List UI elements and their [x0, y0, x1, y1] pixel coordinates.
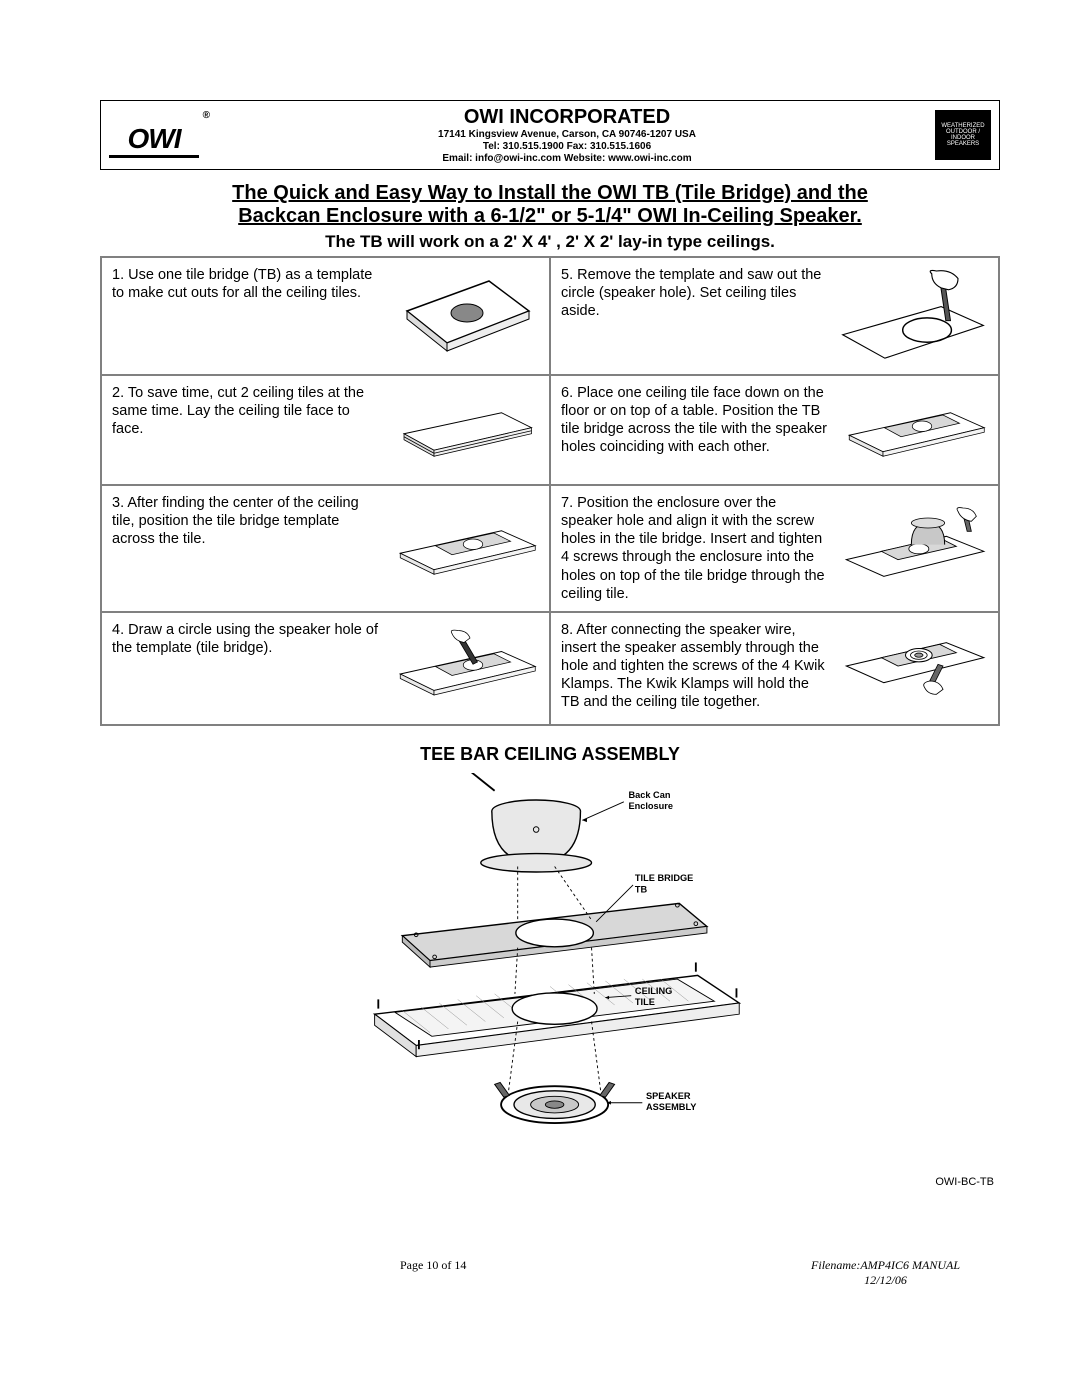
step-body: Remove the template and saw out the circ… [561, 267, 821, 319]
page-footer: Page 10 of 14 Filename:AMP4IC6 MANUAL 12… [100, 1258, 1000, 1288]
step-8-figure [838, 621, 988, 716]
step-body: After finding the center of the ceiling … [112, 495, 359, 547]
step-3-figure [389, 494, 539, 603]
header-center: OWI INCORPORATED 17141 Kingsview Avenue,… [199, 105, 935, 165]
title-line-2: Backcan Enclosure with a 6-1/2" or 5-1/4… [238, 205, 862, 228]
step-body: Position the enclosure over the speaker … [561, 495, 825, 602]
company-name: OWI INCORPORATED [199, 105, 935, 129]
company-address: 17141 Kingsview Avenue, Carson, CA 90746… [199, 129, 935, 141]
step-8-text: 8. After connecting the speaker wire, in… [561, 621, 830, 716]
step-num: 3 [112, 495, 120, 511]
doc-code: OWI-BC-TB [100, 1176, 1000, 1188]
step-2: 2. To save time, cut 2 ceiling tiles at … [101, 375, 550, 485]
weatherized-badge: WEATHERIZED OUTDOOR / INDOOR SPEAKERS [935, 110, 991, 160]
owi-logo: OWI [109, 112, 199, 158]
step-num: 6 [561, 385, 569, 401]
step-num: 1 [112, 267, 120, 283]
label-tilebridge: TILE BRIDGE [635, 873, 693, 883]
title-block: The Quick and Easy Way to Install the OW… [100, 182, 1000, 252]
document-header: OWI OWI INCORPORATED 17141 Kingsview Ave… [100, 100, 1000, 170]
step-8: 8. After connecting the speaker wire, in… [550, 612, 999, 725]
step-body: Place one ceiling tile face down on the … [561, 385, 827, 455]
step-num: 5 [561, 267, 569, 283]
step-5-figure [838, 266, 988, 366]
title-line-1: The Quick and Easy Way to Install the OW… [232, 182, 868, 205]
step-num: 8 [561, 622, 569, 638]
step-7-text: 7. Position the enclosure over the speak… [561, 494, 830, 603]
step-4-figure [389, 621, 539, 716]
step-num: 7 [561, 495, 569, 511]
label-ceilingtile: CEILING [635, 986, 672, 996]
subtitle: The TB will work on a 2' X 4' , 2' X 2' … [100, 232, 1000, 252]
step-body: After connecting the speaker wire, inser… [561, 622, 825, 711]
step-1-figure [389, 266, 539, 366]
step-2-text: 2. To save time, cut 2 ceiling tiles at … [112, 384, 381, 476]
step-6: 6. Place one ceiling tile face down on t… [550, 375, 999, 485]
step-2-figure [389, 384, 539, 476]
label-ceilingtile2: TILE [635, 997, 655, 1007]
step-body: Draw a circle using the speaker hole of … [112, 622, 378, 656]
step-5-text: 5. Remove the template and saw out the c… [561, 266, 830, 366]
step-6-figure [838, 384, 988, 476]
label-backcan2: Enclosure [628, 801, 673, 811]
step-7: 7. Position the enclosure over the speak… [550, 485, 999, 612]
company-telfax: Tel: 310.515.1900 Fax: 310.515.1606 [199, 141, 935, 153]
filename-block: Filename:AMP4IC6 MANUAL 12/12/06 [811, 1258, 960, 1288]
assembly-title: TEE BAR CEILING ASSEMBLY [100, 744, 1000, 765]
step-body: To save time, cut 2 ceiling tiles at the… [112, 385, 364, 437]
filename: Filename:AMP4IC6 MANUAL [811, 1258, 960, 1273]
label-tilebridge2: TB [635, 884, 648, 894]
label-backcan: Back Can [628, 790, 670, 800]
steps-grid: 1. Use one tile bridge (TB) as a templat… [100, 256, 1000, 726]
company-contact: Email: info@owi-inc.com Website: www.owi… [199, 153, 935, 165]
label-speaker2: ASSEMBLY [646, 1102, 696, 1112]
step-1: 1. Use one tile bridge (TB) as a templat… [101, 257, 550, 375]
step-num: 2 [112, 385, 120, 401]
step-body: Use one tile bridge (TB) as a template t… [112, 267, 372, 301]
step-3-text: 3. After finding the center of the ceili… [112, 494, 381, 603]
step-5: 5. Remove the template and saw out the c… [550, 257, 999, 375]
step-4: 4. Draw a circle using the speaker hole … [101, 612, 550, 725]
label-speaker: SPEAKER [646, 1091, 691, 1101]
step-1-text: 1. Use one tile bridge (TB) as a templat… [112, 266, 381, 366]
step-6-text: 6. Place one ceiling tile face down on t… [561, 384, 830, 476]
file-date: 12/12/06 [811, 1273, 960, 1288]
step-num: 4 [112, 622, 120, 638]
step-3: 3. After finding the center of the ceili… [101, 485, 550, 612]
assembly-figure: Back Can Enclosure TILE BRIDGE TB [100, 773, 1000, 1168]
step-4-text: 4. Draw a circle using the speaker hole … [112, 621, 381, 716]
step-7-figure [838, 494, 988, 603]
page-number: Page 10 of 14 [400, 1258, 466, 1288]
